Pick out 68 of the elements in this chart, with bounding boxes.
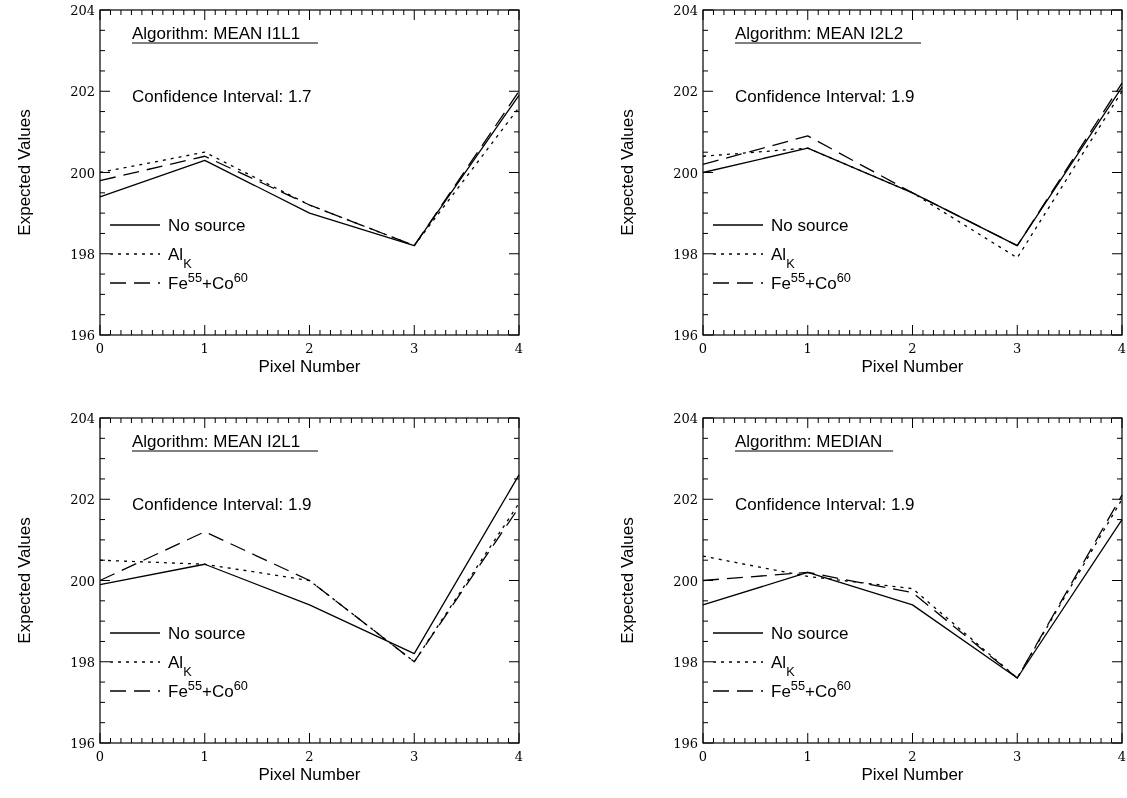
text: Algorithm: MEAN I1L1 <box>132 24 301 43</box>
x-tick-label: 1 <box>803 749 812 764</box>
y-axis-title: Expected Values <box>15 109 34 236</box>
x-tick-label: 0 <box>95 749 105 764</box>
annotation: Confidence Interval: 1.7 <box>132 87 312 106</box>
y-tick-label: 198 <box>673 654 698 670</box>
y-tick-label: 196 <box>70 736 95 751</box>
x-tick-label: 4 <box>1117 749 1127 764</box>
y-tick-label: 196 <box>673 328 698 343</box>
legend-label: Al$_{K}$ <box>168 245 193 271</box>
y-tick-label: 196 <box>70 328 95 343</box>
x-tick-label: 1 <box>803 341 812 356</box>
y-tick-label: 200 <box>673 165 698 181</box>
x-tick-label: 4 <box>514 341 524 356</box>
x-tick-label: 1 <box>200 749 209 764</box>
x-tick-label: 2 <box>908 749 917 764</box>
x-axis-title: Pixel Number <box>258 765 361 784</box>
x-tick-label: 0 <box>698 749 708 764</box>
y-tick-label: 204 <box>673 3 698 18</box>
y-axis-title: Expected Values <box>618 109 637 236</box>
x-tick-label: 3 <box>410 749 419 764</box>
x-axis-title: Pixel Number <box>258 357 361 376</box>
legend-label: Fe$^{55}$+Co$^{60}$ <box>168 677 248 701</box>
x-tick-label: 4 <box>1117 341 1127 356</box>
legend-label: Fe$^{55}$+Co$^{60}$ <box>771 677 851 701</box>
y-tick-label: 198 <box>673 246 698 262</box>
y-tick-label: 202 <box>70 84 95 100</box>
y-tick-label: 200 <box>70 573 95 589</box>
y-tick-label: 202 <box>673 84 698 100</box>
x-tick-label: 3 <box>1013 749 1022 764</box>
x-tick-label: 4 <box>514 749 524 764</box>
x-axis-title: Pixel Number <box>861 357 964 376</box>
x-axis-title: Pixel Number <box>861 765 964 784</box>
legend-label: No source <box>168 216 246 235</box>
y-axis-title: Expected Values <box>15 517 34 644</box>
legend-label: No source <box>771 624 849 643</box>
x-tick-label: 3 <box>1013 341 1022 356</box>
annotation: Confidence Interval: 1.9 <box>132 495 312 514</box>
legend-label: No source <box>168 624 246 643</box>
x-tick-label: 2 <box>908 341 917 356</box>
y-tick-label: 198 <box>70 654 95 670</box>
x-tick-label: 1 <box>200 341 209 356</box>
legend-label: Al$_{K}$ <box>771 245 796 271</box>
legend-label: No source <box>771 216 849 235</box>
y-tick-label: 200 <box>673 573 698 589</box>
annotation: Confidence Interval: 1.9 <box>735 495 915 514</box>
legend-label: Fe$^{55}$+Co$^{60}$ <box>771 269 851 293</box>
y-tick-label: 204 <box>70 3 95 18</box>
text: Algorithm: MEDIAN <box>735 432 883 451</box>
y-tick-label: 198 <box>70 246 95 262</box>
y-tick-label: 204 <box>673 411 698 426</box>
y-tick-label: 202 <box>673 492 698 508</box>
x-tick-label: 3 <box>410 341 419 356</box>
y-tick-label: 196 <box>673 736 698 751</box>
x-tick-label: 0 <box>698 341 708 356</box>
x-tick-label: 0 <box>95 341 105 356</box>
text: Algorithm: MEAN I2L1 <box>132 432 301 451</box>
x-tick-label: 2 <box>305 341 314 356</box>
legend-label: Al$_{K}$ <box>771 653 796 679</box>
legend-label: Fe$^{55}$+Co$^{60}$ <box>168 269 248 293</box>
x-tick-label: 2 <box>305 749 314 764</box>
legend-label: Al$_{K}$ <box>168 653 193 679</box>
y-axis-title: Expected Values <box>618 517 637 644</box>
y-tick-label: 200 <box>70 165 95 181</box>
text: Algorithm: MEAN I2L2 <box>735 24 904 43</box>
annotation: Confidence Interval: 1.9 <box>735 87 915 106</box>
y-tick-label: 202 <box>70 492 95 508</box>
y-tick-label: 204 <box>70 411 95 426</box>
